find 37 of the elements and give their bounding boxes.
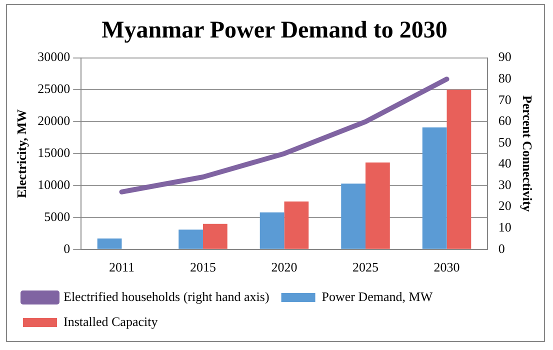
y-tick-label: 25000	[38, 81, 70, 96]
x-tick-label: 2020	[271, 260, 298, 275]
x-tick-label: 2015	[190, 260, 216, 275]
bar	[178, 230, 203, 249]
y-tick-label: 10000	[38, 176, 70, 192]
y2-tick-label: 70	[498, 92, 512, 107]
y2-tick-label: 30	[498, 176, 512, 192]
y2-tick-label: 10	[498, 220, 512, 235]
y-tick-label: 5000	[44, 208, 70, 224]
y2-tick-label: 40	[498, 156, 512, 171]
y-tick-label: 20000	[38, 113, 70, 128]
bar	[422, 127, 447, 249]
bar	[97, 238, 122, 249]
legend-label: Electrified households (right hand axis)	[64, 288, 270, 304]
y-tick-label: 15000	[38, 145, 70, 160]
y2-tick-label: 50	[498, 134, 512, 150]
chart-title: Myanmar Power Demand to 2030	[102, 18, 448, 44]
bar	[284, 202, 309, 249]
y2-axis-title: Percent Connectivity	[520, 95, 535, 212]
y2-tick-label: 60	[498, 113, 512, 128]
y-tick-label: 30000	[38, 49, 70, 64]
y2-tick-label: 90	[498, 49, 512, 64]
y2-tick-label: 20	[498, 198, 512, 214]
legend-label: Installed Capacity	[64, 314, 158, 329]
x-tick-label: 2011	[108, 260, 134, 275]
legend-label: Power Demand, MW	[322, 288, 434, 304]
y2-tick-label: 0	[498, 240, 505, 256]
bar	[446, 90, 472, 249]
bar	[202, 224, 228, 249]
y2-tick-label: 80	[498, 70, 512, 86]
bar	[260, 212, 284, 249]
x-tick-label: 2025	[352, 260, 379, 275]
bar	[341, 184, 366, 249]
x-tick-label: 2030	[434, 260, 460, 275]
y-tick-label: 0	[64, 240, 70, 256]
bar	[366, 162, 390, 249]
y-axis-title: Electricity, MW	[14, 109, 30, 198]
